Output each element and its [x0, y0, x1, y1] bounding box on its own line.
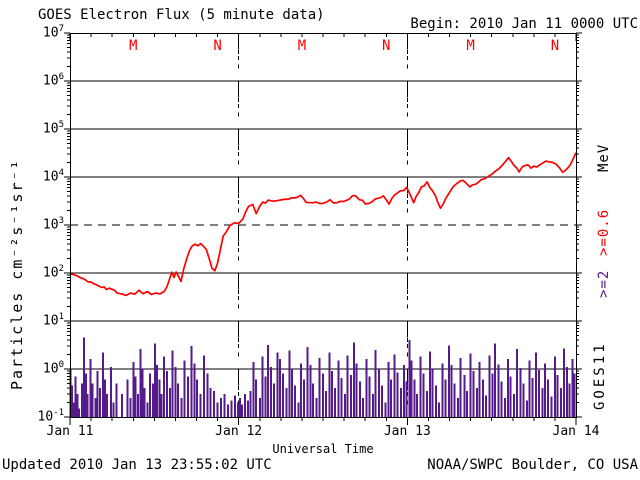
- y-tick-label: 10-1: [37, 408, 65, 425]
- noaa-credit: NOAA/SWPC Boulder, CO USA: [427, 457, 638, 473]
- x-tick-label: Jan 14: [552, 424, 600, 439]
- updated-timestamp: Updated 2010 Jan 13 23:55:02 UTC: [2, 457, 272, 473]
- begin-time-label: Begin: 2010 Jan 11 0000 UTC: [410, 16, 638, 32]
- y-tick-label: 101: [42, 312, 64, 329]
- x-tick-label: Jan 12: [215, 424, 263, 439]
- gridlines: [70, 80, 576, 370]
- electron-0p6mev-line: [70, 152, 577, 297]
- y-tick-label: 105: [42, 120, 64, 137]
- y-tick-label: 102: [42, 264, 64, 281]
- chart-title: GOES Electron Flux (5 minute data): [38, 7, 325, 23]
- local-noon-marker: N: [213, 38, 221, 54]
- local-midnight-marker: M: [466, 38, 474, 54]
- axis-ticks: [64, 32, 582, 425]
- local-midnight-marker: M: [129, 38, 137, 54]
- local-noon-marker: N: [551, 38, 559, 54]
- x-tick-label: Jan 13: [383, 424, 431, 439]
- x-axis-title: Universal Time: [272, 442, 374, 456]
- y-tick-label: 104: [42, 168, 64, 185]
- y-tick-label: 107: [42, 24, 64, 41]
- y-tick-label: 100: [42, 360, 64, 377]
- y-tick-label: 103: [42, 216, 64, 233]
- x-tick-label: Jan 11: [46, 424, 94, 439]
- local-noon-marker: N: [382, 38, 390, 54]
- electron-2mev-bars: [69, 337, 576, 417]
- plot-frame: [70, 33, 577, 418]
- local-midnight-marker: M: [298, 38, 306, 54]
- y-tick-label: 106: [42, 72, 64, 89]
- day-boundary-dotted-lines: [238, 33, 408, 405]
